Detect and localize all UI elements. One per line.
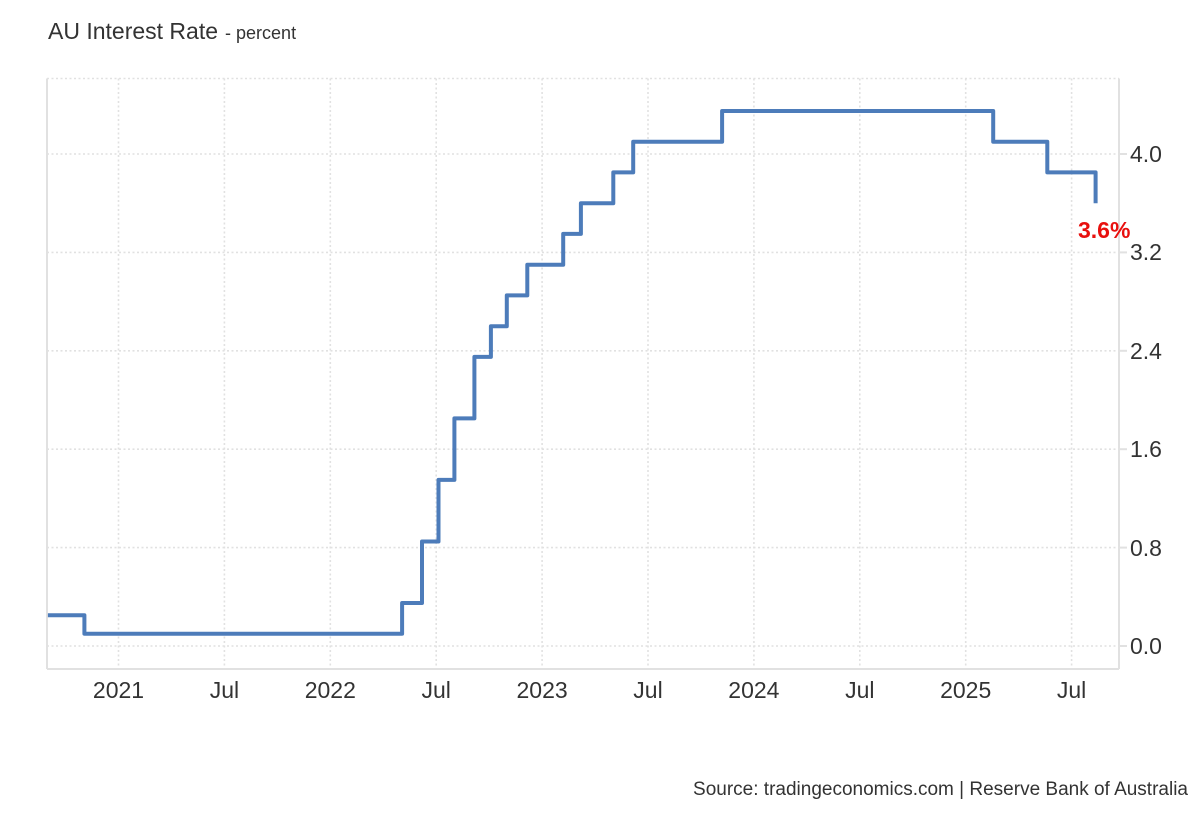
chart-subtitle: - percent [225,23,297,43]
horizontal-gridlines [47,77,1119,647]
x-axis-label-0: 2021 [92,677,145,703]
x-axis-label-4: 2023 [516,677,568,703]
chart-canvas [46,77,1127,670]
axis-frame [46,78,1120,670]
x-axis-label-3: Jul [421,677,451,703]
y-axis-label-3: 2.4 [1130,337,1162,364]
source-attribution: Source: tradingeconomics.com | Reserve B… [693,779,1188,800]
chart-header: AU Interest Rate - percent [48,18,296,45]
last-value-label: 3.6% [1078,217,1131,243]
y-axis-label-0: 0.0 [1130,633,1162,659]
x-axis-label-5: Jul [633,677,663,703]
x-axis-label-9: Jul [1056,677,1087,703]
y-axis-tick-marks [1119,153,1127,647]
series-line-au-interest-rate[interactable] [47,109,1098,636]
y-axis-label-1: 0.8 [1130,534,1162,561]
chart-title: AU Interest Rate [48,18,219,44]
plot-area[interactable]: 2021 Jul 2022 Jul 2023 Jul 2024 Jul 2025 Jul 0.0 0… [0,0,1200,740]
y-axis-label-4: 3.2 [1130,239,1162,266]
x-axis-label-1: Jul [209,677,240,703]
x-axis-label-6: 2024 [728,677,780,703]
x-axis-label-8: 2025 [940,677,992,703]
x-axis-label-7: Jul [845,677,875,703]
y-axis-label-2: 1.6 [1130,436,1162,463]
vertical-gridlines [117,78,1073,669]
x-axis-label-2: 2022 [304,677,356,703]
y-axis-label-5: 4.0 [1130,141,1162,167]
